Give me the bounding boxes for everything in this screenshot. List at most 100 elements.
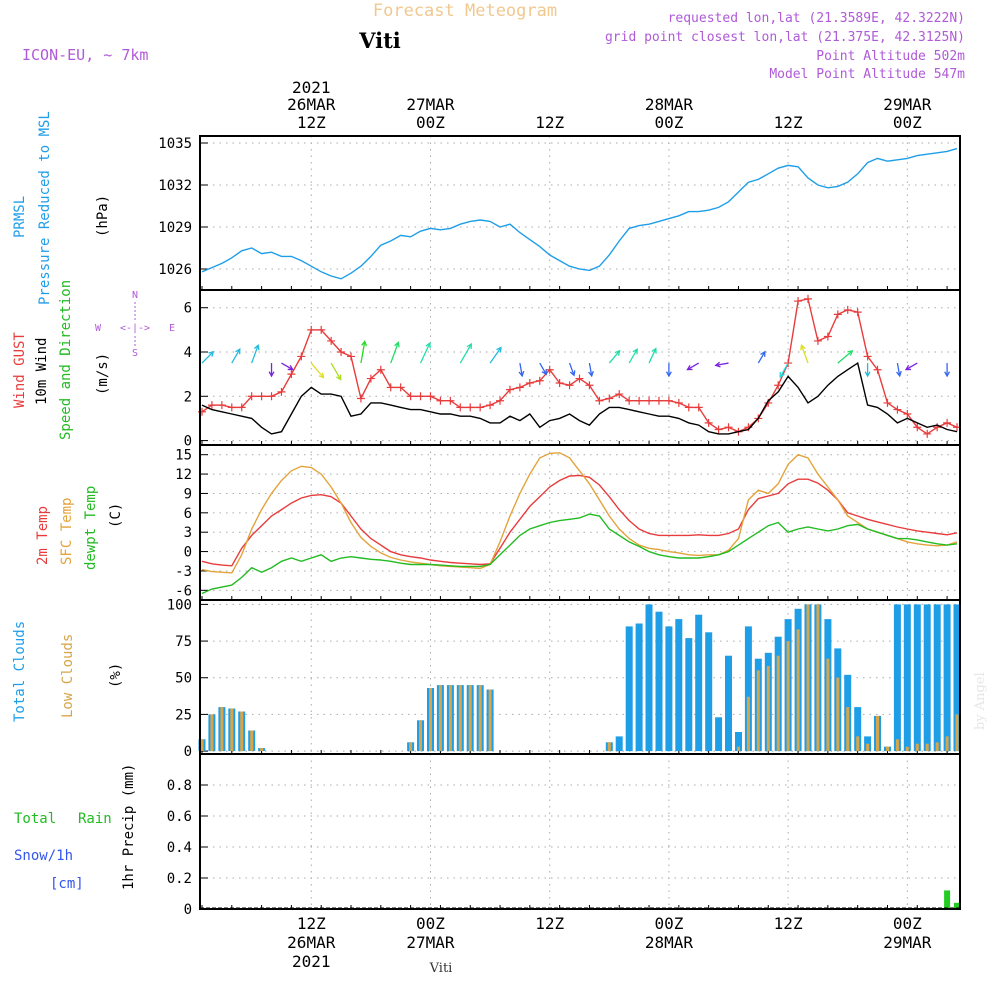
wind-direction-arrow xyxy=(281,362,294,371)
compass-rose: N S W E <-|-> xyxy=(95,290,175,359)
total-cloud-bar xyxy=(735,732,742,752)
gust-marker xyxy=(605,394,614,403)
y-tick-label: 1026 xyxy=(158,262,192,278)
gust-label: Wind GUST xyxy=(12,332,28,408)
wind-direction-arrow xyxy=(390,342,399,364)
snow-label: Snow/1h xyxy=(14,848,73,864)
wind-arrow-head xyxy=(800,343,806,351)
y-tick-label: 1032 xyxy=(158,178,192,194)
gust-marker xyxy=(406,392,415,401)
gust-marker xyxy=(784,359,793,368)
pressure-panel: 1026 1029 1032 1035 xyxy=(158,135,961,291)
y-tick-label: 0.8 xyxy=(167,778,192,794)
total-cloud-bar xyxy=(725,655,732,751)
series-line-dewpt-temp xyxy=(201,513,958,595)
top-date-label: 29MAR xyxy=(883,95,932,114)
y-tick-label: 0 xyxy=(184,902,192,918)
wind-direction-arrow xyxy=(648,348,657,364)
wind-direction-arrow xyxy=(779,362,789,378)
wind-arrow-head xyxy=(336,374,342,381)
wind-direction-arrow xyxy=(628,348,638,364)
total-cloud-bar xyxy=(695,614,703,752)
top-date-label: 28MAR xyxy=(645,95,694,114)
gust-marker xyxy=(724,423,733,432)
wind-direction-arrow xyxy=(310,362,324,379)
gust-marker xyxy=(307,325,316,334)
total-cloud-bar xyxy=(615,736,623,752)
wind-arrow-head xyxy=(235,348,241,355)
y-tick-label: 6 xyxy=(184,301,192,317)
low-cloud-bar xyxy=(429,688,432,752)
total-clouds-label: Total Clouds xyxy=(12,621,28,722)
total-cloud-bar xyxy=(685,638,693,751)
wind-direction-arrow xyxy=(608,350,621,364)
y-tick-label: 0 xyxy=(184,434,192,450)
y-tick-label: 75 xyxy=(175,634,192,650)
gust-marker xyxy=(615,390,624,399)
pressure-unit-label: (hPa) xyxy=(95,195,111,237)
gust-marker xyxy=(297,352,306,361)
y-tick-label: -3 xyxy=(175,564,192,580)
gust-marker xyxy=(694,403,703,412)
low-cloud-bar xyxy=(856,736,860,752)
series-line-wind-gust xyxy=(201,298,958,435)
gust-marker xyxy=(416,392,425,401)
gust-marker xyxy=(873,365,882,374)
direction-label: Speed and Direction xyxy=(58,280,74,440)
y-tick-label: 9 xyxy=(184,486,192,502)
panel-frame xyxy=(199,135,961,291)
top-hour-label: 00Z xyxy=(893,113,922,132)
total-cloud-bar xyxy=(625,626,633,752)
bottom-date-label: 27MAR xyxy=(406,933,455,952)
y-tick-label: 0 xyxy=(184,744,192,760)
bottom-date-label: 29MAR xyxy=(883,933,932,952)
wind-arrow-head xyxy=(760,350,766,357)
low-cloud-bar xyxy=(876,715,879,752)
rain-label: Rain xyxy=(78,811,112,827)
low-cloud-bar xyxy=(786,641,790,752)
gust-marker xyxy=(426,392,435,401)
total-cloud-bar xyxy=(923,604,931,752)
panel-frame xyxy=(199,753,961,910)
low-cloud-bar xyxy=(955,714,959,752)
wind-arrow-head xyxy=(518,370,525,378)
low-cloud-bar xyxy=(915,743,919,751)
gust-marker xyxy=(883,398,892,407)
gust-marker xyxy=(347,352,356,361)
wind-direction-arrow xyxy=(687,362,700,371)
gust-marker xyxy=(317,325,326,334)
gust-marker xyxy=(496,396,505,405)
wind-arrow-head xyxy=(904,364,912,371)
wind-arrow-head xyxy=(466,342,472,350)
wind-direction-arrow xyxy=(837,350,853,364)
low-cloud-bar xyxy=(895,739,899,751)
gust-marker xyxy=(833,310,842,319)
y-tick-label: 1029 xyxy=(158,220,192,236)
gust-marker xyxy=(217,401,226,410)
low-cloud-bar xyxy=(448,685,452,752)
precip-bar xyxy=(944,890,951,909)
total-cloud-bar xyxy=(635,623,643,752)
wind-arrow-head xyxy=(686,364,693,371)
low-cloud-bar xyxy=(905,746,909,752)
gust-marker xyxy=(943,418,952,427)
wind-direction-arrow xyxy=(459,343,472,364)
gust-marker xyxy=(923,429,932,438)
gust-marker xyxy=(227,403,236,412)
gust-marker xyxy=(446,396,455,405)
bottom-hour-label: 12Z xyxy=(774,914,803,933)
wind-arrow-head xyxy=(651,347,657,354)
wind-direction-arrow xyxy=(757,351,766,364)
bottom-hour-label: 00Z xyxy=(893,914,922,933)
gust-marker xyxy=(714,425,723,434)
wind-direction-arrow xyxy=(568,362,575,376)
low-cloud-bar xyxy=(438,685,442,752)
low-cloud-bar xyxy=(746,696,750,752)
gust-marker xyxy=(356,394,365,403)
gust-marker xyxy=(684,403,693,412)
wind-arrow-head xyxy=(864,371,871,378)
gust-marker xyxy=(645,396,654,405)
gust-marker xyxy=(436,396,445,405)
wind-arrow-head xyxy=(569,370,576,377)
